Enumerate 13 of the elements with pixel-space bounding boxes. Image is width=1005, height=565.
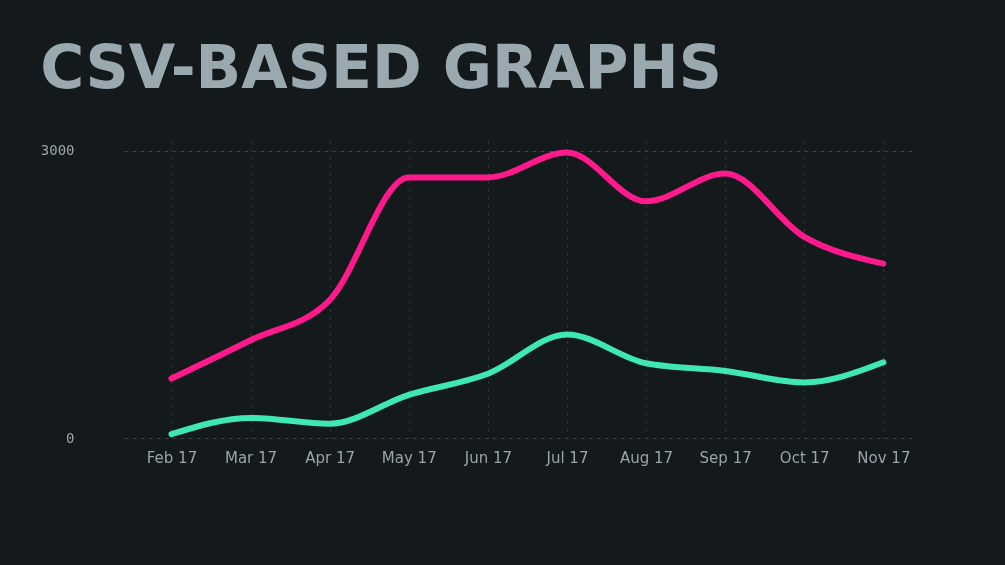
y-tick-label: 0 <box>66 429 75 446</box>
x-tick-label: Oct 17 <box>779 448 830 467</box>
y-tick-label: 3000 <box>40 142 75 159</box>
chart-title: CSV-BASED GRAPHS <box>40 32 722 102</box>
x-tick-label: Apr 17 <box>305 448 356 467</box>
x-tick-label: Jun 17 <box>463 448 513 467</box>
x-tick-label: Sep 17 <box>699 448 752 467</box>
x-tick-label: Feb 17 <box>146 448 198 467</box>
x-tick-label: Mar 17 <box>224 448 278 467</box>
x-tick-label: May 17 <box>381 448 437 467</box>
x-tick-label: Jul 17 <box>545 448 589 467</box>
x-tick-label: Aug 17 <box>619 448 674 467</box>
x-tick-label: Nov 17 <box>857 448 911 467</box>
